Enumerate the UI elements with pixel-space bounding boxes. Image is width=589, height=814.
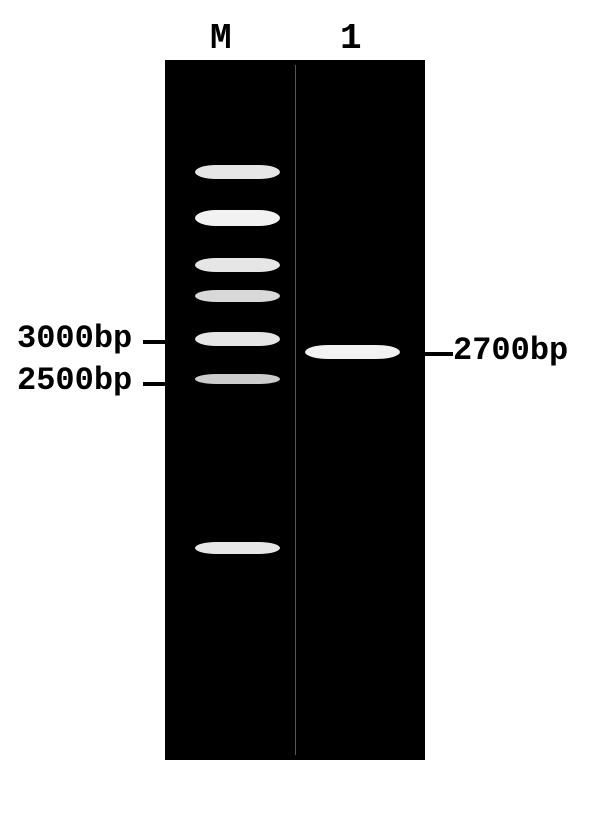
marker-band <box>195 332 280 346</box>
tick-mark <box>143 382 165 386</box>
size-label: 2700bp <box>453 332 568 369</box>
size-label: 3000bp <box>17 320 132 357</box>
sample-band <box>305 345 400 359</box>
lane-label: 1 <box>340 18 362 59</box>
size-label: 2500bp <box>17 362 132 399</box>
marker-band <box>195 165 280 179</box>
lane-divider <box>295 65 296 755</box>
marker-band <box>195 374 280 384</box>
marker-band <box>195 210 280 226</box>
tick-mark <box>143 340 165 344</box>
marker-band <box>195 290 280 302</box>
lane-label: M <box>210 18 232 59</box>
tick-mark <box>425 352 453 356</box>
marker-band <box>195 258 280 272</box>
marker-band <box>195 542 280 554</box>
